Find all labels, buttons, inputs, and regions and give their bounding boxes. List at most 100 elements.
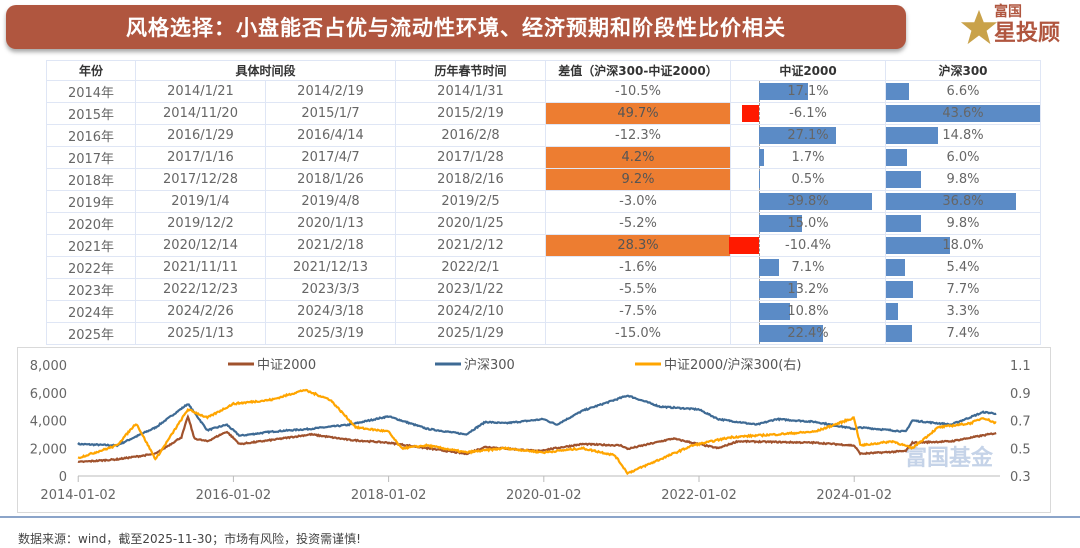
y-left-tick-label: 8,000: [30, 359, 67, 374]
year-cell: 2017年: [46, 146, 136, 169]
table-row: 2015年 2014/11/20 2015/1/7 2015/2/19 49.7…: [46, 102, 1042, 125]
y-right-tick-label: 0.5: [1010, 442, 1031, 457]
hs300-value: 14.8%: [942, 128, 984, 143]
y-right-tick-label: 0.9: [1010, 387, 1031, 402]
table-row: 2014年 2014/1/21 2014/2/19 2014/1/31 -10.…: [46, 80, 1042, 103]
end-date-cell: 2015/1/7: [264, 102, 397, 125]
csi2000-cell: -6.1%: [730, 102, 887, 125]
table-row: 2016年 2016/1/29 2016/4/14 2016/2/8 -12.3…: [46, 124, 1042, 147]
x-tick-label: 2020-01-02: [506, 488, 582, 503]
hs300-bar: [886, 83, 910, 100]
start-date-cell: 2024/2/26: [135, 300, 266, 323]
hs300-value: 7.4%: [946, 326, 980, 341]
spring-date-cell: 2020/1/25: [395, 212, 547, 235]
header-hs300: 沪深300: [885, 60, 1042, 81]
legend-label: 中证2000/沪深300(右): [664, 357, 801, 373]
hs300-cell: 9.8%: [885, 168, 1042, 191]
hs300-bar: [886, 303, 898, 320]
csi2000-bar: [759, 83, 808, 100]
start-date-cell: 2022/12/23: [135, 278, 266, 301]
logo-text: 富国: [994, 4, 1022, 20]
end-date-cell: 2025/3/19: [264, 322, 397, 345]
hs300-cell: 5.4%: [885, 256, 1042, 279]
hs300-value: 6.6%: [946, 84, 980, 99]
csi2000-value: 27.1%: [787, 128, 829, 143]
csi2000-cell: 39.8%: [730, 190, 887, 213]
hs300-bar: [886, 215, 921, 232]
csi2000-value: 1.7%: [791, 150, 825, 165]
table-row: 2018年 2017/12/28 2018/1/26 2018/2/16 9.2…: [46, 168, 1042, 191]
csi2000-bar: [759, 193, 873, 210]
year-cell: 2015年: [46, 102, 136, 125]
footer-note: 数据来源：wind，截至2025-11-30；市场有风险，投资需谨慎!: [0, 516, 1080, 547]
table-row: 2022年 2021/11/11 2021/12/13 2022/2/1 -1.…: [46, 256, 1042, 279]
hs300-cell: 6.6%: [885, 80, 1042, 103]
star-icon: [960, 9, 998, 45]
diff-cell: -15.0%: [545, 322, 732, 345]
csi2000-bar: [729, 237, 760, 254]
legend-label: 中证2000: [257, 358, 316, 373]
csi2000-value: 15.0%: [787, 216, 829, 231]
data-table: 年份 具体时间段 历年春节时间 差值（沪深300-中证2000） 中证2000 …: [46, 60, 1042, 345]
csi2000-cell: 22.4%: [730, 322, 887, 345]
hs300-bar: [886, 149, 908, 166]
table-row: 2025年 2025/1/13 2025/3/19 2025/1/29 -15.…: [46, 322, 1042, 345]
hs300-cell: 7.7%: [885, 278, 1042, 301]
year-cell: 2022年: [46, 256, 136, 279]
end-date-cell: 2021/12/13: [264, 256, 397, 279]
chart-area: [17, 347, 1051, 513]
logo-text: 星投顾: [994, 21, 1061, 46]
csi2000-bar: [759, 149, 764, 166]
csi2000-value: -6.1%: [789, 106, 827, 121]
hs300-value: 7.7%: [946, 282, 980, 297]
header-diff: 差值（沪深300-中证2000）: [545, 60, 732, 81]
y-left-tick-label: 2,000: [30, 442, 67, 457]
x-tick-label: 2014-01-02: [40, 488, 116, 503]
csi2000-bar: [741, 105, 759, 122]
start-date-cell: 2014/1/21: [135, 80, 266, 103]
x-tick-label: 2022-01-02: [661, 488, 737, 503]
end-date-cell: 2019/4/8: [264, 190, 397, 213]
hs300-bar: [886, 259, 906, 276]
hs300-value: 3.3%: [946, 304, 980, 319]
csi2000-cell: 7.1%: [730, 256, 887, 279]
hs300-bar: [886, 281, 914, 298]
csi2000-bar: [759, 127, 837, 144]
csi2000-cell: 15.0%: [730, 212, 887, 235]
csi2000-value: 13.2%: [787, 282, 829, 297]
table-row: 2020年 2019/12/2 2020/1/13 2020/1/25 -5.2…: [46, 212, 1042, 235]
hs300-value: 6.0%: [946, 150, 980, 165]
end-date-cell: 2018/1/26: [264, 168, 397, 191]
y-right-tick-label: 0.7: [1010, 415, 1031, 430]
hs300-cell: 14.8%: [885, 124, 1042, 147]
hs300-value: 18.0%: [942, 238, 984, 253]
y-left-tick-label: 0: [59, 470, 67, 485]
start-date-cell: 2016/1/29: [135, 124, 266, 147]
y-right-tick-label: 0.3: [1010, 470, 1031, 485]
year-cell: 2025年: [46, 322, 136, 345]
end-date-cell: 2023/3/3: [264, 278, 397, 301]
year-cell: 2014年: [46, 80, 136, 103]
hs300-bar: [886, 105, 1040, 122]
logo: 富国 星投顾: [960, 2, 1078, 50]
hs300-cell: 18.0%: [885, 234, 1042, 257]
csi2000-bar: [759, 303, 790, 320]
csi2000-bar: [759, 259, 780, 276]
hs300-cell: 7.4%: [885, 322, 1042, 345]
csi2000-value: 17.1%: [787, 84, 829, 99]
end-date-cell: 2020/1/13: [264, 212, 397, 235]
csi2000-value: 7.1%: [791, 260, 825, 275]
hs300-value: 9.8%: [946, 216, 980, 231]
start-date-cell: 2019/12/2: [135, 212, 266, 235]
table-row: 2019年 2019/1/4 2019/4/8 2019/2/5 -3.0% 3…: [46, 190, 1042, 213]
series-line-2: [77, 388, 997, 476]
csi2000-bar: [759, 215, 802, 232]
csi2000-value: -10.4%: [785, 238, 832, 253]
y-left-tick-label: 4,000: [30, 415, 67, 430]
csi2000-value: 10.8%: [787, 304, 829, 319]
end-date-cell: 2021/2/18: [264, 234, 397, 257]
csi2000-bar: [759, 325, 823, 342]
start-date-cell: 2014/11/20: [135, 102, 266, 125]
y-right-tick-label: 1.1: [1010, 359, 1031, 374]
